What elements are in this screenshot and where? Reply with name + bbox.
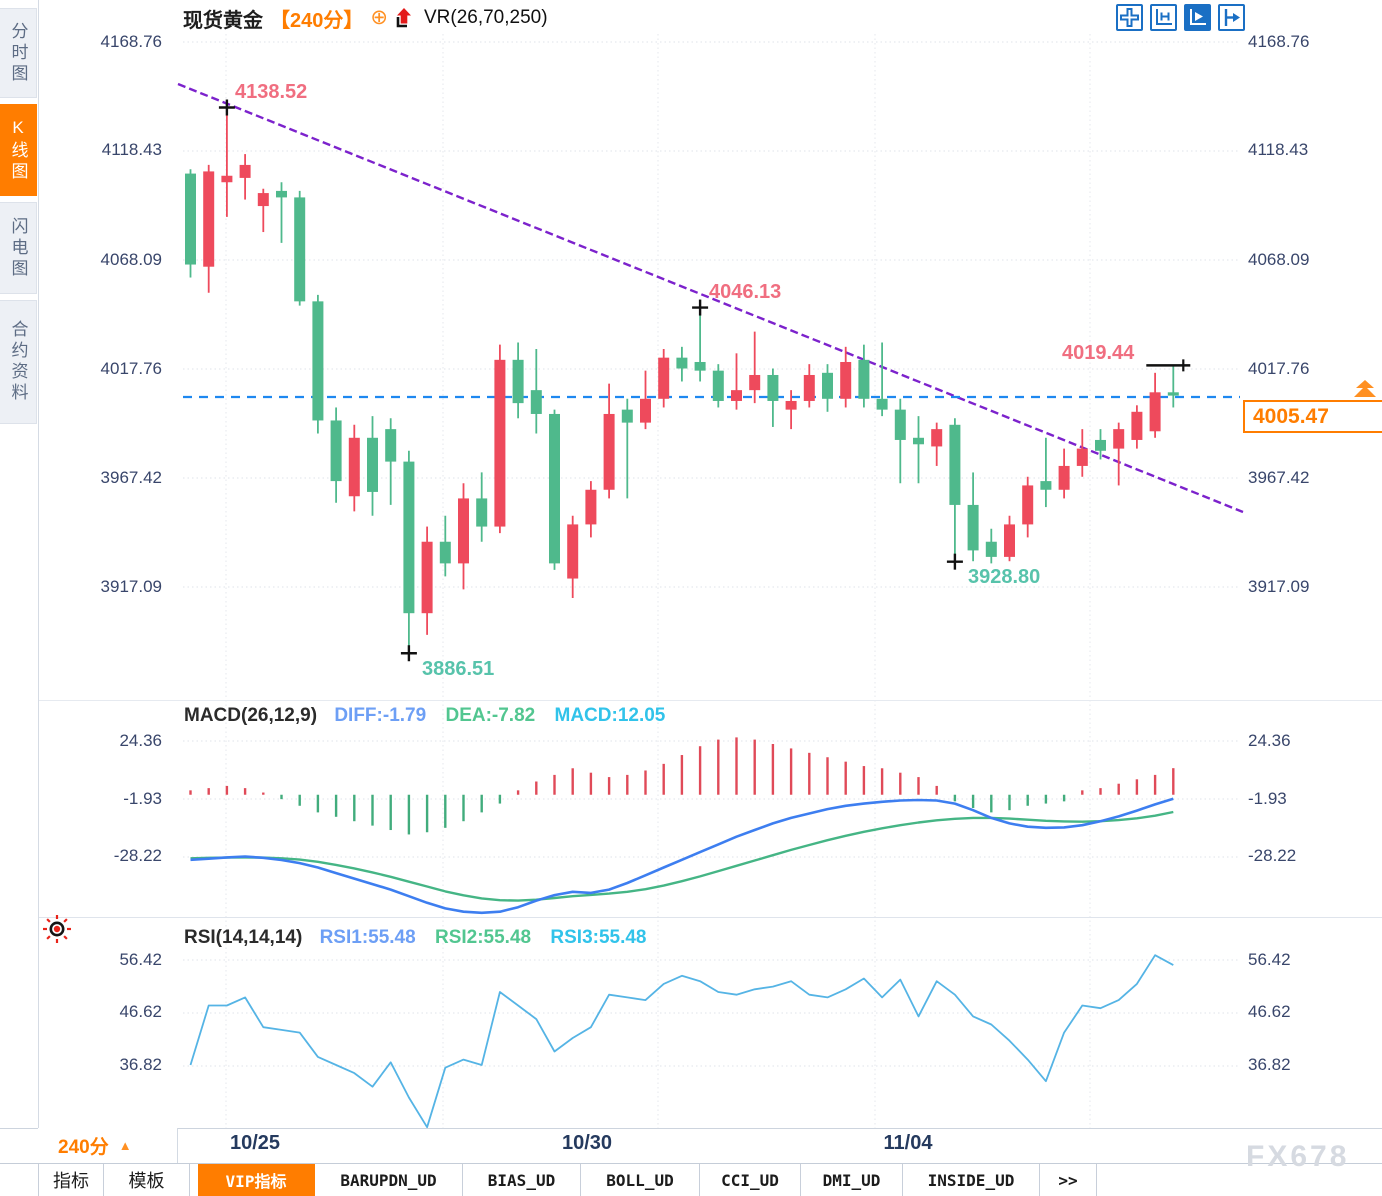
y-axis-tick-right: 3917.09 <box>1248 577 1310 596</box>
y-axis-tick-right: 3967.42 <box>1248 468 1310 487</box>
y-axis-tick-left: 4068.09 <box>100 250 162 269</box>
y-axis-tick-left: 56.42 <box>119 950 162 969</box>
bottom-tab-dmi-ud[interactable]: DMI_UD <box>801 1164 903 1196</box>
sidebar-item-3[interactable]: 闪电图 <box>0 202 37 294</box>
period-selector[interactable]: 240分 ▲ <box>38 1128 178 1163</box>
y-axis-tick-left: 24.36 <box>119 731 162 750</box>
y-axis-tick-right: 4118.43 <box>1248 140 1309 159</box>
y-axis-tick-left: 4168.76 <box>100 32 162 51</box>
bottom-tab-bias-ud[interactable]: BIAS_UD <box>463 1164 581 1196</box>
bottom-tab-barupdn-ud[interactable]: BARUPDN_UD <box>315 1164 463 1196</box>
sidebar: 分时图 K线图闪电图合约资料 <box>0 0 38 1128</box>
pan-right-icon[interactable] <box>1218 4 1245 31</box>
sidebar-item-4[interactable]: 合约资料 <box>0 300 37 424</box>
bottom-tab-boll-ud[interactable]: BOLL_UD <box>581 1164 700 1196</box>
buy-arrow-icon <box>395 7 413 29</box>
move-crosshair-icon[interactable] <box>1116 4 1143 31</box>
bottom-tab-指标[interactable]: 指标 <box>38 1164 104 1196</box>
macd-value: MACD:12.05 <box>554 705 666 726</box>
bottom-tab-inside-ud[interactable]: INSIDE_UD <box>903 1164 1040 1196</box>
rsi-header: RSI(14,14,14) RSI1:55.48 RSI2:55.48 RSI3… <box>184 927 647 949</box>
y-axis-tick-right: -28.22 <box>1248 846 1297 865</box>
axis-range-icon[interactable] <box>1150 4 1177 31</box>
y-axis-tick-left: -28.22 <box>113 846 162 865</box>
macd-header: MACD(26,12,9) DIFF:-1.79 DEA:-7.82 MACD:… <box>184 705 665 727</box>
rsi1-value: RSI1:55.48 <box>319 927 416 948</box>
sidebar-item-2[interactable]: K线图 <box>0 104 37 196</box>
indicator-tab-bar: 指标 模板 VIP指标 BARUPDN_UD BIAS_UD BOLL_UD CCI_UD D… <box>38 1164 1097 1196</box>
vr-indicator-label[interactable]: VR(26,70,250) <box>423 7 548 28</box>
period-label[interactable]: 【240分】 <box>270 9 364 32</box>
rsi-title[interactable]: RSI(14,14,14) <box>184 927 303 948</box>
bottom-tab-vip指标[interactable]: VIP指标 <box>198 1164 315 1196</box>
y-axis-tick-left: 4017.76 <box>100 359 162 378</box>
macd-title[interactable]: MACD(26,12,9) <box>184 705 318 726</box>
y-axis-tick-right: 24.36 <box>1248 731 1291 750</box>
swing-high-label: 4019.44 <box>1062 342 1135 364</box>
y-axis-tick-right: 4017.76 <box>1248 359 1310 378</box>
rsi2-value: RSI2:55.48 <box>434 927 532 948</box>
period-selector-label: 240分 <box>58 1137 109 1158</box>
y-axis-tick-left: -1.93 <box>123 789 162 808</box>
macd-diff-value: DIFF:-1.79 <box>334 705 427 726</box>
y-axis-tick-left: 4118.43 <box>101 140 162 159</box>
chart-header: 现货黄金 【240分】 ⊕ VR(26,70,250) <box>183 5 548 32</box>
bottom-tab--[interactable]: >> <box>1040 1164 1097 1196</box>
swing-high-label: 4046.13 <box>709 281 782 303</box>
price-up-arrow-icon <box>1352 380 1378 400</box>
sidebar-item-1[interactable]: 分时图 <box>0 8 37 98</box>
y-axis-tick-right: 36.82 <box>1248 1055 1291 1074</box>
swing-low-label: 3886.51 <box>422 658 495 680</box>
watermark: FX678 <box>1246 1140 1350 1173</box>
y-axis-tick-left: 3917.09 <box>100 577 162 596</box>
period-selector-arrow-icon: ▲ <box>118 1138 132 1153</box>
y-axis-tick-right: -1.93 <box>1248 789 1287 808</box>
bottom-tab-模板[interactable]: 模板 <box>104 1164 190 1196</box>
axis-play-icon[interactable] <box>1184 4 1211 31</box>
y-axis-tick-left: 46.62 <box>119 1002 162 1021</box>
x-axis-tick: 10/30 <box>561 1132 613 1154</box>
swing-high-label: 4138.52 <box>235 81 308 103</box>
bottom-tab-cci-ud[interactable]: CCI_UD <box>700 1164 801 1196</box>
y-axis-tick-left: 36.82 <box>119 1055 162 1074</box>
y-axis-tick-right: 4068.09 <box>1248 250 1310 269</box>
swing-low-label: 3928.80 <box>968 566 1041 588</box>
y-axis-tick-right: 46.62 <box>1248 1002 1291 1021</box>
symbol-title: 现货黄金 <box>183 9 263 32</box>
rsi3-value: RSI3:55.48 <box>550 927 647 948</box>
x-axis-tick: 10/25 <box>229 1132 281 1154</box>
y-axis-tick-right: 56.42 <box>1248 950 1291 969</box>
macd-dea-value: DEA:-7.82 <box>445 705 536 726</box>
y-axis-tick-right: 4168.76 <box>1248 32 1310 51</box>
chart-toolbar <box>1116 4 1245 31</box>
alert-sun-icon[interactable] <box>40 912 74 946</box>
last-price-tag: 4005.47 <box>1243 400 1382 433</box>
add-indicator-icon[interactable]: ⊕ <box>370 6 388 29</box>
x-axis-tick: 11/04 <box>883 1132 933 1154</box>
y-axis-tick-left: 3967.42 <box>100 468 162 487</box>
